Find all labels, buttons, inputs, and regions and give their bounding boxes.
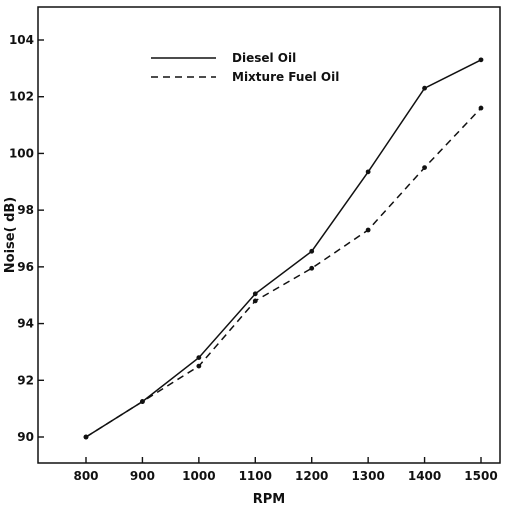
x-axis-label: RPM [253, 492, 285, 507]
y-axis-label: Noise( dB) [3, 197, 18, 273]
x-tick-label: 1000 [182, 469, 215, 483]
x-tick-label: 1300 [351, 469, 384, 483]
y-tick-label: 92 [17, 373, 34, 387]
legend: Diesel Oil Mixture Fuel Oil [151, 51, 339, 84]
x-tick-label: 1400 [408, 469, 441, 483]
y-tick-label: 104 [9, 33, 34, 47]
data-point [422, 165, 427, 171]
series-line-1 [85, 59, 482, 438]
y-tick-label: 96 [17, 260, 34, 274]
data-point [365, 169, 371, 175]
data-point [252, 298, 258, 304]
data-point [140, 399, 145, 404]
plot-frame [37, 6, 501, 464]
data-point [309, 265, 315, 271]
y-tick-label: 90 [17, 430, 34, 444]
data-point [196, 355, 202, 360]
legend-label-1: Diesel Oil [232, 51, 296, 65]
data-point [422, 85, 427, 91]
series-line-2 [85, 107, 482, 438]
legend-label-2: Mixture Fuel Oil [232, 70, 339, 84]
data-point [365, 227, 371, 233]
y-tick-label: 100 [9, 146, 34, 160]
data-point [196, 363, 202, 369]
x-tick-label: 1100 [239, 469, 272, 483]
x-tick-label: 1500 [464, 469, 497, 483]
x-tick-label: 1200 [295, 469, 328, 483]
data-point [83, 434, 89, 440]
data-point [478, 57, 484, 63]
x-tick-label: 900 [130, 469, 155, 483]
data-point [478, 105, 484, 111]
y-tick-label: 102 [9, 90, 34, 104]
y-tick-label: 94 [17, 317, 34, 331]
x-axis-ticks: 800 900 1000 1100 1200 1300 1400 1500 [73, 457, 498, 483]
x-tick-label: 800 [73, 469, 98, 483]
series-layer [83, 57, 484, 440]
y-axis-ticks: 90 92 94 96 98 100 102 104 [9, 33, 44, 444]
data-point [309, 248, 315, 254]
data-point [252, 291, 258, 297]
y-tick-label: 98 [17, 203, 34, 217]
